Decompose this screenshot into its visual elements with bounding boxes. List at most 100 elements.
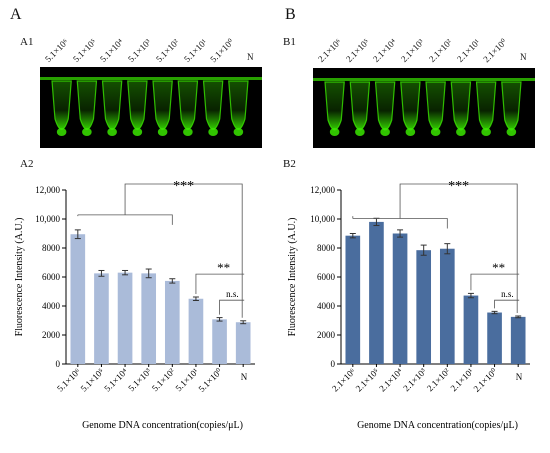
tube-tip-glow <box>380 128 390 136</box>
panel-letter-a: A <box>10 6 22 23</box>
bar <box>212 319 227 364</box>
tube-tip-glow <box>506 128 517 136</box>
bracket-small <box>219 299 245 315</box>
tube-tip-glow <box>430 128 441 136</box>
bar <box>439 248 455 364</box>
bar <box>369 221 384 364</box>
significance-label: n.s. <box>226 289 239 299</box>
tube <box>127 80 148 131</box>
tube-label: 5.1×10⁴ <box>98 36 126 64</box>
tube <box>450 81 472 131</box>
tube-label: 2.1×10⁰ <box>481 36 510 65</box>
bar <box>345 235 361 364</box>
y-tick-label: 6000 <box>42 272 61 282</box>
bar <box>392 233 408 364</box>
significance-label: ** <box>492 260 505 275</box>
bracket-mid <box>470 273 520 291</box>
y-tick-label: 0 <box>56 359 61 369</box>
x-axis-label: Genome DNA concentration(copies/μL) <box>357 420 518 431</box>
y-tick-label: 4000 <box>317 301 336 311</box>
chart-label-a2: A2 <box>20 158 34 170</box>
bar <box>188 298 204 364</box>
tube-label: 2.1×10¹ <box>454 37 482 64</box>
significance-label: ** <box>217 260 230 275</box>
tube <box>349 81 371 131</box>
y-tick-label: 8000 <box>317 243 336 253</box>
x-axis-label: Genome DNA concentration(copies/μL) <box>82 420 243 431</box>
tube <box>501 81 522 131</box>
bar <box>117 272 133 364</box>
tube-tip-glow <box>56 128 67 136</box>
tube-label: 2.1×10⁶ <box>315 36 344 64</box>
bracket-small <box>494 299 520 309</box>
tube-label: N <box>520 52 527 62</box>
bar <box>141 273 157 364</box>
tube-labels-b: 2.1×10⁶ 2.1×10⁵ 2.1×10⁴ 2.1×10³ 2.1×10² 2.1×1… <box>313 0 535 66</box>
tube-tip-glow <box>456 128 466 136</box>
y-tick-label: 0 <box>331 359 336 369</box>
x-tick-label: N <box>241 372 248 382</box>
bar <box>510 316 526 364</box>
tube-label: 5.1×10³ <box>126 37 153 64</box>
tube <box>475 81 497 131</box>
x-tick-label: 5.1×10⁶ <box>55 366 82 393</box>
bracket-main <box>124 183 243 318</box>
bar <box>487 312 502 364</box>
y-tick-label: 8000 <box>42 243 61 253</box>
tube-tip-glow <box>355 128 365 136</box>
y-tick-label: 10,000 <box>310 214 335 224</box>
x-tick-label: 2.1×10³ <box>401 366 428 393</box>
panel-letter-b: B <box>285 6 296 23</box>
tube-labels-a: 5.1×10⁶ 5.1×10⁵ 5.1×10⁴ 5.1×10³ 5.1×10² 5.1×1… <box>40 0 260 66</box>
x-tick-label: 5.1×10⁵ <box>79 366 106 393</box>
y-tick-label: 2000 <box>317 330 336 340</box>
bar <box>416 250 432 364</box>
tube-photo-a <box>40 67 262 148</box>
bar <box>463 295 479 364</box>
y-tick-label: 12,000 <box>35 185 60 195</box>
tube-tip-glow <box>132 128 143 136</box>
tube-photo-b-svg <box>313 78 535 136</box>
tube-strip-top <box>313 78 535 81</box>
tube <box>76 80 98 131</box>
x-tick-label: 5.1×10³ <box>126 366 153 393</box>
bar <box>70 234 86 364</box>
x-tick-label: 5.1×10⁴ <box>102 366 129 393</box>
tube-label: 5.1×10⁵ <box>70 36 98 64</box>
tube-tip-glow <box>481 128 491 136</box>
y-axis-label: Fluorescence Intensity (A.U.) <box>287 218 298 337</box>
x-tick-label: 2.1×10⁰ <box>471 366 499 394</box>
tube-label: 2.1×10⁵ <box>343 36 371 64</box>
tube <box>177 80 199 131</box>
tube <box>228 80 249 131</box>
bar <box>164 280 180 364</box>
tube <box>400 81 421 131</box>
bracket-group <box>352 216 448 229</box>
significance-label: *** <box>448 179 469 194</box>
tube-tip-glow <box>233 128 244 136</box>
y-tick-label: 12,000 <box>310 185 335 195</box>
bracket-main <box>399 183 518 314</box>
y-axis-label: Fluorescence Intensity (A.U.) <box>14 218 25 337</box>
tube-label: 2.1×10⁴ <box>371 36 399 64</box>
y-tick-label: 10,000 <box>35 214 60 224</box>
tube <box>374 81 396 131</box>
x-tick-label: N <box>516 372 523 382</box>
tube <box>152 80 173 131</box>
tube <box>202 80 224 131</box>
tube-tip-glow <box>208 128 218 136</box>
y-tick-label: 6000 <box>317 272 336 282</box>
significance-label: n.s. <box>501 289 514 299</box>
tube-strip-top <box>40 77 262 80</box>
tube-label: 5.1×10² <box>153 37 181 64</box>
x-tick-label: 5.1×10¹ <box>173 366 200 393</box>
tube <box>101 80 123 131</box>
x-tick-label: 2.1×10² <box>425 366 452 393</box>
chart-label-b2: B2 <box>283 158 296 170</box>
tube-label: 2.1×10² <box>426 37 454 64</box>
x-tick-label: 2.1×10¹ <box>448 366 475 393</box>
x-tick-label: 2.1×10⁶ <box>330 366 357 393</box>
significance-label: *** <box>173 179 194 194</box>
tube-tip-glow <box>183 128 193 136</box>
